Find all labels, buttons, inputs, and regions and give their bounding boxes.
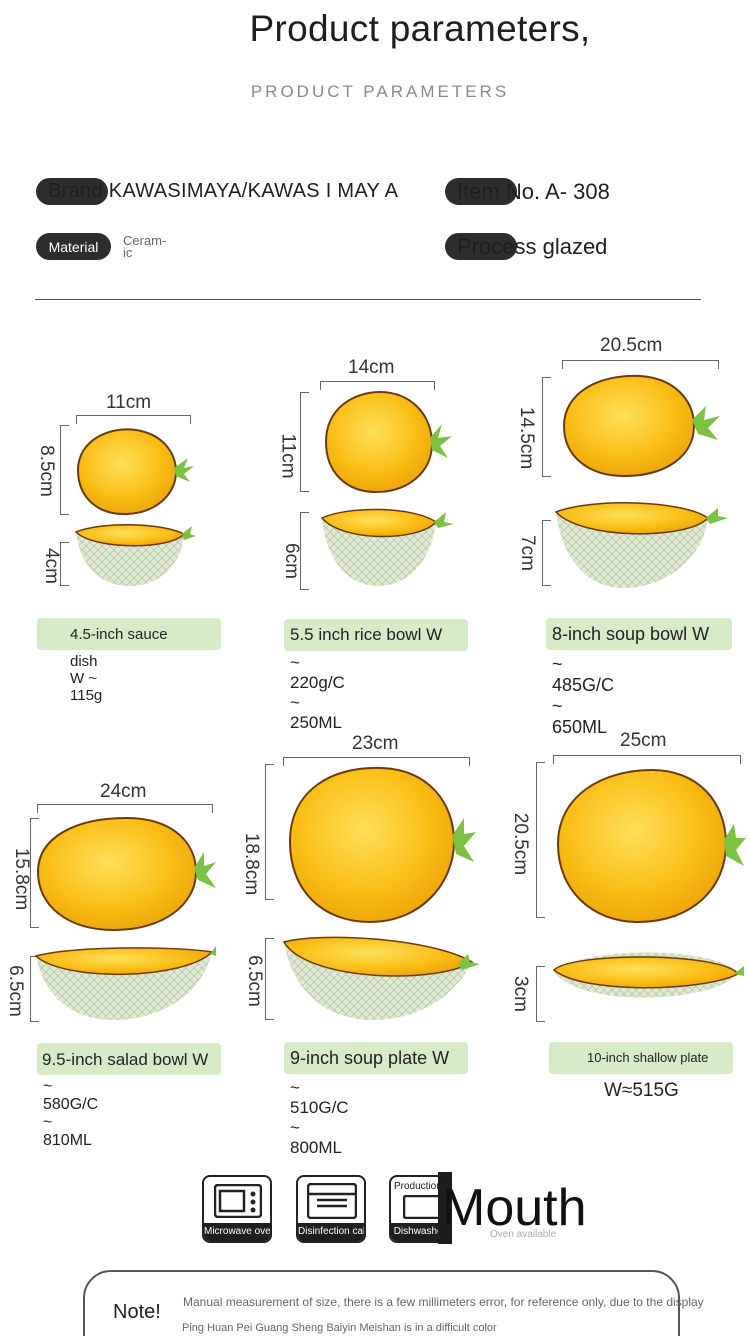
param-brand: Brand KAWASIMAYA/KAWAS I MAY A	[36, 178, 398, 205]
note-box	[83, 1270, 680, 1336]
product-detail: ~ 510G/C ~ 800ML	[290, 1078, 349, 1157]
oven-icon	[307, 1183, 357, 1219]
note-line-2: Ping Huan Pei Guang Sheng Baiyin Meishan…	[182, 1322, 497, 1334]
microwave-band: Microwave oven available	[204, 1223, 270, 1241]
param-material: Material Ceram-ic	[36, 233, 175, 260]
depth-line	[60, 542, 69, 586]
depth-dim: 6cm	[280, 543, 302, 579]
microwave-icon	[214, 1184, 262, 1218]
dishwasher-icon	[403, 1195, 443, 1219]
height-line	[536, 762, 545, 918]
height-dim: 18.8cm	[241, 832, 263, 896]
process-pill	[445, 233, 517, 260]
param-process: Process glazed	[445, 233, 607, 260]
width-dim: 25cm	[620, 730, 667, 751]
material-pill: Material	[36, 233, 111, 260]
oven-feature: Disinfection cabinet	[296, 1175, 366, 1243]
depth-line	[536, 966, 545, 1022]
depth-line	[542, 520, 551, 586]
process-value: Process glazed	[457, 233, 608, 259]
page-title: Product parameters,	[249, 8, 591, 49]
oven-band: Disinfection cabinet	[298, 1223, 364, 1241]
height-dim: 11cm	[277, 433, 299, 479]
width-line	[562, 360, 719, 369]
height-line	[30, 818, 39, 928]
dishwasher-caption: Production	[394, 1181, 442, 1192]
width-dim: 23cm	[352, 733, 399, 754]
product-detail: dish W ~ 115g	[70, 653, 103, 704]
width-line	[553, 755, 741, 764]
depth-dim: 6.5cm	[243, 955, 265, 1007]
depth-line	[30, 956, 39, 1022]
width-line	[283, 757, 470, 766]
product-name: 9-inch soup plate W	[284, 1042, 468, 1074]
note-line-1: Manual measurement of size, there is a f…	[183, 1295, 704, 1309]
depth-line	[265, 938, 274, 1020]
width-line	[76, 415, 191, 424]
depth-dim: 7cm	[516, 535, 538, 571]
product-detail: W≈515G	[604, 1080, 679, 1101]
brand-value: Brand KAWASIMAYA/KAWAS I MAY A	[48, 180, 399, 202]
note-title: Note!	[113, 1301, 161, 1323]
width-dim: 24cm	[100, 781, 147, 802]
param-item-no: Item No. A- 308	[445, 178, 610, 205]
brand-pill	[36, 178, 108, 205]
divider	[35, 299, 701, 300]
page-subtitle: PRODUCT PARAMETERS	[250, 82, 510, 101]
material-value: Ceram-ic	[123, 232, 167, 260]
mouth-feature: Mouth	[438, 1172, 587, 1244]
depth-dim: 3cm	[509, 976, 531, 1012]
soup-plate-image	[282, 766, 480, 1020]
shallow-plate-image	[552, 768, 746, 998]
height-line	[265, 764, 274, 900]
height-dim: 15.8cm	[11, 847, 33, 911]
width-dim: 11cm	[106, 392, 152, 413]
height-line	[542, 377, 551, 477]
product-detail: ~ 485G/C ~ 650ML	[552, 654, 615, 737]
rice-bowl-image	[320, 390, 454, 586]
width-dim: 20.5cm	[600, 335, 663, 356]
product-name: 8-inch soup bowl W	[546, 618, 732, 650]
width-line	[320, 381, 435, 390]
product-detail: ~ 220g/C ~ 250ML	[290, 653, 345, 732]
salad-bowl-image	[34, 816, 216, 1020]
microwave-feature: Microwave oven available	[202, 1175, 272, 1243]
height-dim: 14.5cm	[516, 406, 538, 470]
product-name: 5.5 inch rice bowl W	[284, 619, 468, 651]
height-dim: 20.5cm	[510, 812, 532, 876]
mouth-caption: Mouth	[442, 1179, 587, 1237]
height-dim: 8.5cm	[35, 445, 57, 497]
depth-dim: 6.5cm	[4, 965, 26, 1017]
item-no-value: Item No. A- 308	[457, 178, 610, 204]
depth-line	[300, 512, 309, 590]
soup-bowl-image	[554, 374, 728, 588]
height-line	[300, 392, 309, 492]
product-name: 9.5-inch salad bowl W	[37, 1043, 221, 1075]
product-detail: ~ 580G/C ~ 810ML	[43, 1078, 99, 1149]
depth-dim: 4cm	[40, 548, 62, 584]
product-name: 4.5-inch sauce	[37, 618, 221, 650]
width-dim: 14cm	[348, 357, 395, 378]
width-line	[37, 804, 213, 813]
sauce-dish-image	[74, 428, 196, 586]
product-name: 10-inch shallow plate	[549, 1042, 733, 1074]
height-line	[60, 425, 69, 515]
oven-available-caption: Oven available	[490, 1229, 557, 1240]
item-no-pill	[445, 178, 517, 205]
